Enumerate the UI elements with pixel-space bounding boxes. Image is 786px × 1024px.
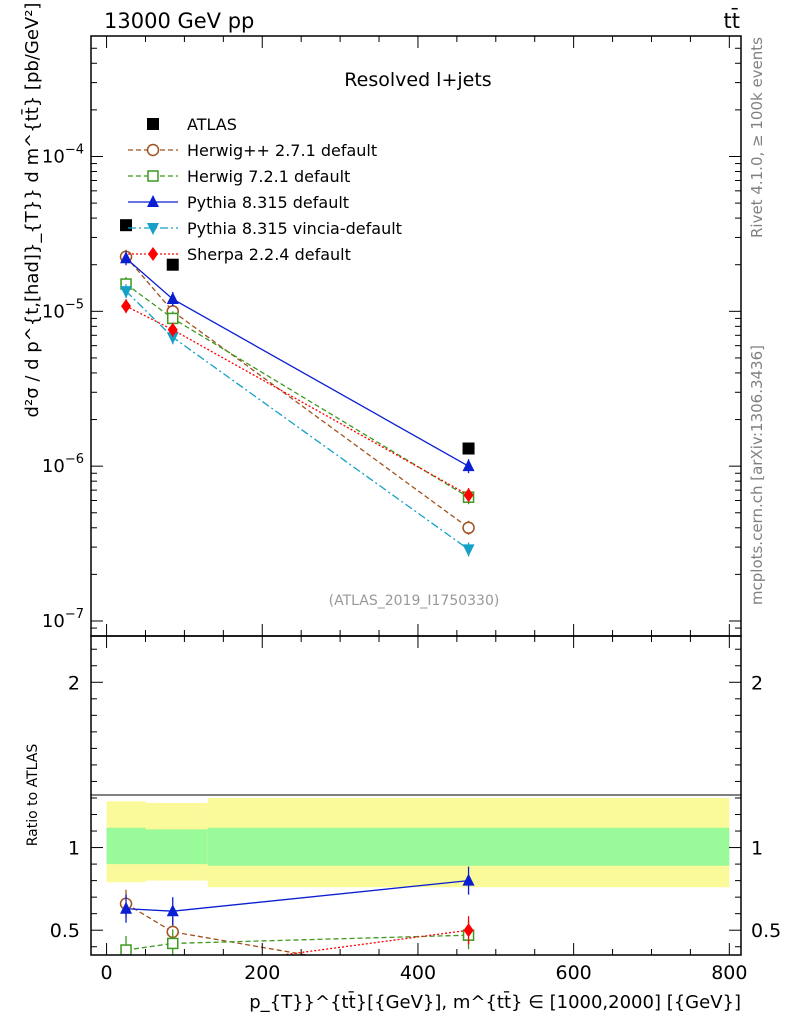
legend-marker-sherpa (148, 247, 158, 261)
legend: ATLAS Herwig++ 2.7.1 default Herwig 7.2.1 … (128, 115, 402, 264)
legend-marker-herwigpp (146, 143, 160, 157)
main-point-pythia (166, 292, 179, 305)
main-y-tick-label: 10−5 (42, 297, 84, 322)
tick-mantissa: 10 (42, 301, 65, 322)
legend-label-herwig7: Herwig 7.2.1 default (187, 167, 350, 186)
legend-marker-herwig7 (147, 170, 159, 182)
main-point-atlas (462, 442, 475, 455)
ratio-y-axis-label: Ratio to ATLAS (25, 744, 41, 847)
ratio-point-sherpa (463, 923, 474, 938)
legend-label-atlas: ATLAS (187, 115, 237, 134)
ratio-axis-ticks: 0.5 0.5 1 1 2 2 0 200 400 600 800 (50, 636, 781, 984)
ratio-y-tick-label: 2 (68, 672, 80, 694)
ratio-point-pythia (120, 901, 133, 914)
main-point-sherpa (167, 322, 178, 337)
header-left: 13000 GeV pp (104, 9, 254, 33)
tick-exponent: −6 (65, 452, 84, 467)
main-point-herwigpp (462, 521, 475, 535)
x-tick-label: 800 (711, 962, 747, 984)
ratio-band-inner (145, 829, 208, 865)
x-axis-label: p_{T}}^{tt̄}[{GeV}], m^{tt̄} ∈ [1000,200… (249, 991, 741, 1013)
ratio-point-pythia (462, 873, 475, 886)
main-title: Resolved l+jets (344, 69, 491, 91)
ratio-line-herwigpp (125, 903, 311, 955)
legend-label-herwigpp: Herwig++ 2.7.1 default (187, 141, 377, 160)
main-point-vincia (120, 286, 133, 299)
main-point-sherpa (121, 299, 132, 314)
ratio-line-sherpa (277, 929, 469, 955)
ratio-y-tick-label-right: 0.5 (751, 920, 781, 942)
ratio-uncertainty-bands (106, 797, 730, 888)
main-point-herwig7 (166, 312, 179, 325)
x-tick-label: 200 (244, 962, 280, 984)
ratio-y-tick-label-right: 1 (751, 838, 763, 860)
main-panel: 10−710−610−510−4 Resolved l+jets (ATLAS_… (21, 3, 742, 637)
main-point-vincia (166, 332, 179, 345)
tick-exponent: −7 (65, 607, 84, 622)
main-y-axis-label: d²σ / d p^{t,[had]}_{T}} d m^{tt̄} [pb/G… (21, 3, 43, 418)
ratio-y-tick-label: 1 (68, 838, 80, 860)
tick-mantissa: 10 (42, 146, 65, 167)
main-point-pythia (120, 251, 133, 264)
main-y-tick-label: 10−6 (42, 452, 84, 477)
tick-mantissa: 10 (42, 456, 65, 477)
ratio-point-herwig7 (166, 937, 179, 950)
ratio-point-herwig7 (120, 944, 132, 955)
main-line-herwigpp (125, 256, 469, 529)
ratio-y-tick-label-right: 2 (751, 672, 763, 694)
main-data-layer (119, 219, 475, 557)
legend-marker-pythia (147, 195, 159, 207)
main-point-vincia (462, 544, 475, 557)
ratio-y-tick-label: 0.5 (50, 920, 80, 942)
x-tick-label: 0 (101, 962, 113, 984)
main-y-tick-label: 10−4 (42, 142, 84, 167)
ratio-clipped (119, 866, 475, 955)
ratio-band-inner (207, 827, 730, 866)
legend-label-pythia: Pythia 8.315 default (187, 193, 349, 212)
ratio-plot-frame (90, 635, 742, 956)
main-point-atlas (166, 258, 179, 271)
header-right: tt̄ (724, 8, 740, 33)
legend-marker-atlas (147, 118, 159, 130)
legend-label-sherpa: Sherpa 2.2.4 default (187, 245, 351, 264)
analysis-label: (ATLAS_2019_I1750330) (329, 593, 500, 609)
ratio-line-herwig7 (125, 934, 469, 951)
ratio-band-inner (106, 827, 146, 865)
legend-label-vincia: Pythia 8.315 vincia-default (187, 219, 402, 238)
ratio-data-layer (119, 866, 475, 955)
mcplots-label: mcplots.cern.ch [arXiv:1306.3436] (748, 345, 766, 605)
main-point-sherpa (463, 488, 474, 503)
x-tick-label: 400 (400, 962, 436, 984)
main-point-pythia (462, 459, 475, 472)
ratio-point-pythia (166, 904, 179, 917)
main-y-tick-label: 10−7 (42, 607, 84, 632)
legend-marker-vincia (147, 223, 159, 235)
tick-exponent: −5 (65, 297, 84, 312)
main-axis-ticks: 10−710−610−510−4 (42, 36, 741, 637)
tick-mantissa: 10 (42, 611, 65, 632)
ratio-panel: 0.5 0.5 1 1 2 2 0 200 400 600 800 Ratio to ATLAS p… (25, 635, 781, 1013)
rivet-label: Rivet 4.1.0, ≥ 100k events (748, 37, 766, 238)
main-line-pythia (125, 257, 469, 467)
x-tick-label: 600 (556, 962, 592, 984)
tick-exponent: −4 (65, 142, 84, 157)
main-point-atlas (120, 219, 133, 232)
